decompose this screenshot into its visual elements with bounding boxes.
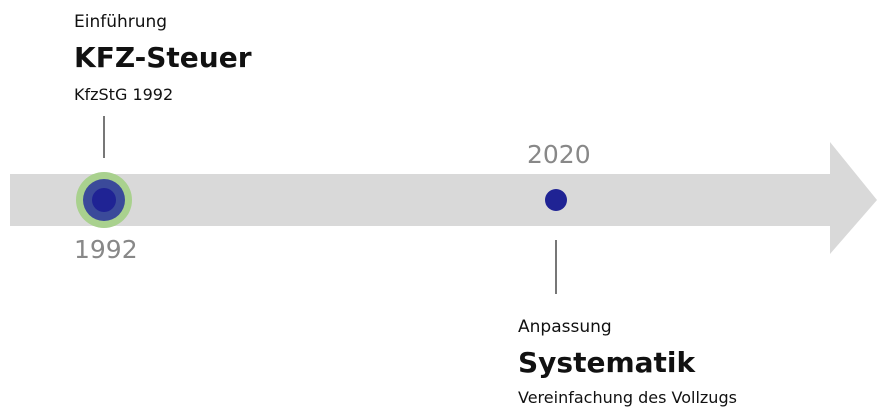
event-detail: KfzStG 1992 (74, 85, 173, 104)
event-title: Systematik (518, 346, 697, 379)
event-kicker: Einführung (74, 12, 167, 32)
marker (545, 189, 567, 211)
event-detail: Vereinfachung des Vollzugs (518, 388, 737, 407)
timeline-arrow (10, 142, 877, 254)
event-year: 2020 (527, 140, 591, 169)
event-year: 1992 (74, 235, 138, 264)
event-title: KFZ-Steuer (74, 41, 252, 74)
marker (92, 188, 116, 212)
event-kicker: Anpassung (518, 317, 612, 337)
